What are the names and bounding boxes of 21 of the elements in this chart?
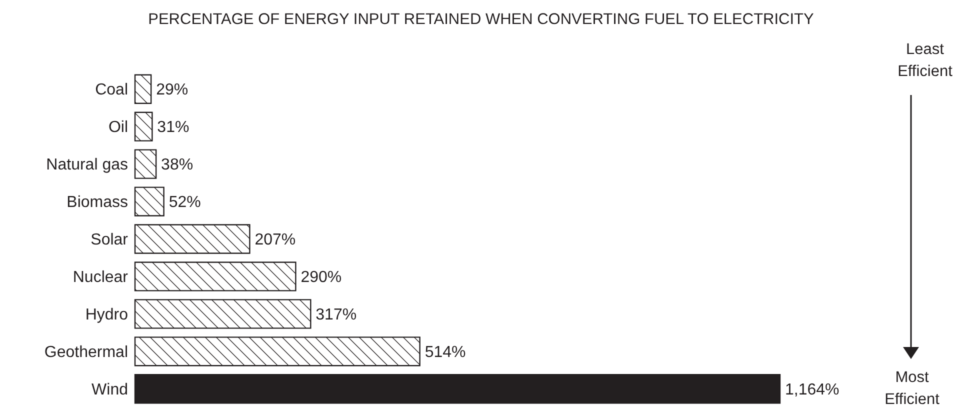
- data-label: 290%: [300, 269, 342, 286]
- y-tick-label: Geothermal: [44, 344, 128, 362]
- data-label: 207%: [254, 232, 296, 249]
- data-label: 38%: [161, 156, 194, 174]
- text: Most Efficient: [884, 369, 940, 408]
- chart-title: PERCENTAGE OF ENERGY INPUT RETAINED WHEN CONVERTING FUEL TO ELECTRICITY: [148, 11, 814, 28]
- y-tick-label: Biomass: [66, 194, 128, 212]
- y-tick-label: Wind: [92, 381, 128, 398]
- data-label: 514%: [424, 344, 466, 362]
- y-tick-label: Natural gas: [46, 156, 128, 174]
- data-label: 1,164%: [785, 381, 840, 398]
- y-tick-label: Coal: [95, 82, 128, 99]
- data-label: 29%: [156, 82, 188, 99]
- data-label: 317%: [316, 306, 357, 324]
- data-label: 31%: [157, 119, 190, 136]
- text: Least Efficient: [898, 41, 954, 80]
- y-tick-label: Nuclear: [72, 269, 129, 286]
- y-tick-label: Hydro: [85, 306, 128, 324]
- y-tick-label: Solar: [90, 232, 129, 249]
- data-label: 52%: [168, 194, 201, 212]
- y-tick-label: Oil: [108, 119, 128, 136]
